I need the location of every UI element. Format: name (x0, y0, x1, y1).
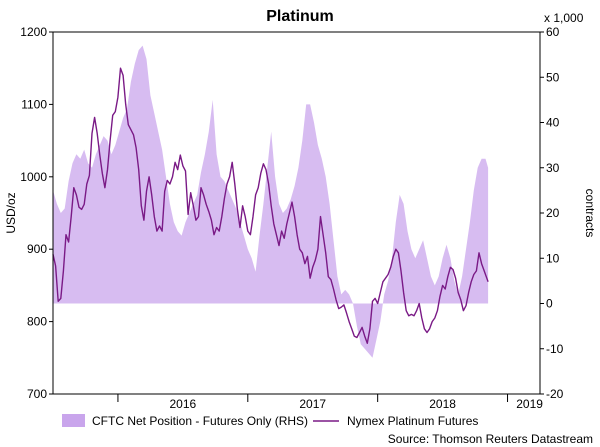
y-tick-label-right: -10 (546, 342, 564, 356)
y-tick-label-left: 900 (27, 242, 47, 256)
source-note: Source: Thomson Reuters Datastream (388, 432, 593, 446)
legend-label-cftc: CFTC Net Position - Futures Only (RHS) (92, 414, 308, 428)
y-tick-label-right: 60 (546, 25, 560, 39)
x-tick-label: 2018 (429, 397, 456, 411)
legend: CFTC Net Position - Futures Only (RHS) N… (62, 414, 478, 428)
x-tick-label: 2017 (299, 397, 326, 411)
y-tick-label-right: 30 (546, 161, 560, 175)
y-tick-label-right: -20 (546, 387, 564, 401)
y-tick-label-left: 800 (27, 315, 47, 329)
x-tick-label: 2016 (170, 397, 197, 411)
series-nymex-line (52, 67, 489, 344)
y-tick-label-right: 50 (546, 70, 560, 84)
legend-swatch-cftc (62, 414, 85, 427)
y-tick-label-right: 0 (546, 297, 553, 311)
y-tick-label-left: 1000 (20, 170, 47, 184)
y-axis-label-right: contracts (583, 189, 597, 238)
y-tick-label-right: 40 (546, 116, 560, 130)
y-axis-label-left: USD/oz (4, 192, 18, 233)
y-tick-label-left: 1200 (20, 25, 47, 39)
legend-label-nymex: Nymex Platinum Futures (347, 414, 478, 428)
y-tick-label-right: 20 (546, 206, 560, 220)
y-tick-label-left: 700 (27, 387, 47, 401)
x-tick-label: 2019 (516, 397, 543, 411)
y-axis-unit-right: x 1,000 (544, 11, 584, 25)
y-tick-label-right: 10 (546, 251, 560, 265)
y-tick-label-left: 1100 (21, 97, 47, 111)
chart-title: Platinum (266, 8, 334, 25)
